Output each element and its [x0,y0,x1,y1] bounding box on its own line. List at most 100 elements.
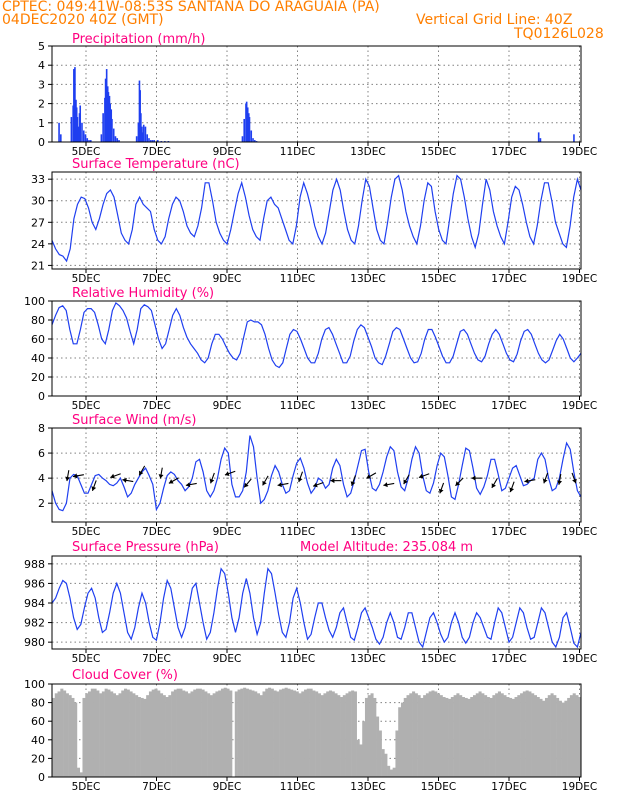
x-tick-label: 17DEC [491,526,526,538]
wind-arrow-head [158,474,164,479]
y-tick-label: 980 [24,636,45,649]
cloud-bar [143,698,147,777]
precip-bar [114,136,117,142]
cloud-bar [392,767,396,777]
cloud-bar [118,693,122,777]
header-station: CPTEC: 049:41W-08:53S SANTANA DO ARAGUAI… [2,0,380,15]
cloud-bar [76,767,80,777]
panel-title: Surface Pressure (hPa) [72,540,219,555]
cloud-bar [400,702,405,777]
cloud-bar [65,693,69,777]
wind-arrow-head [471,475,476,481]
cloud-bar [340,697,344,777]
wind-arrow-head [122,477,127,483]
plot-frame [51,555,582,650]
y-tick-label: 27 [31,216,45,229]
x-tick-label: 19DEC [562,146,597,158]
cloud-bar [362,721,366,777]
cloud-bar [234,691,238,777]
x-tick-label: 15DEC [421,273,456,285]
cloud-bar [226,688,230,777]
cloud-bar [140,697,144,777]
precip-bar [76,117,79,142]
cloud-bar [373,697,377,777]
x-tick-label: 5DEC [72,653,101,665]
cloud-bar [572,693,576,777]
cloud-bar [564,700,568,777]
y-tick-label: 20 [31,371,45,384]
cloud-bar [376,716,380,777]
cloud-bar [317,693,321,777]
cloud-bar [68,695,72,777]
cloud-bar [558,700,562,777]
y-tick-label: 40 [31,734,45,747]
series-line [51,567,582,649]
x-tick-label: 17DEC [491,781,526,793]
cloud-bar [425,693,429,777]
cloud-bar [262,691,266,777]
x-tick-label: 13DEC [350,273,385,285]
cloud-bar [486,697,490,777]
wind-arrow-head [224,471,230,476]
cloud-bar [251,690,255,777]
precip-bar [157,140,159,142]
cloud-bar [85,693,89,777]
cloud-bar [168,695,172,777]
cloud-bar [201,689,205,777]
x-tick-label: 13DEC [350,146,385,158]
cloud-bar [511,698,515,777]
precip-bar [245,101,248,142]
header-grid-note: Vertical Grid Line: 40Z [416,12,573,28]
wind-arrow-head [366,474,372,479]
precip-bar [109,103,111,142]
cloud-bar [96,690,100,777]
plot-frame [51,683,582,778]
wind-arrow-head [403,479,408,485]
cloud-bar [223,687,227,777]
cloud-bar [104,688,108,777]
series-line [51,174,582,263]
precip-bar [60,134,62,142]
cloud-bar [492,695,496,777]
y-tick-label: 6 [38,447,45,460]
cloud-bar [384,753,388,777]
x-tick-label: 9DEC [213,526,242,538]
x-tick-label: 5DEC [72,781,101,793]
cloud-bar [107,689,111,777]
precip-bar [86,138,89,142]
cloud-bar [315,691,319,777]
x-tick-label: 9DEC [213,653,242,665]
y-tick-label: 2 [38,497,45,510]
y-tick-label: 21 [31,259,45,272]
cloud-bar [345,693,349,777]
y-tick-label: 30 [31,195,45,208]
x-tick-label: 15DEC [421,400,456,412]
precip-bar [148,138,150,142]
cloud-bar [52,697,56,777]
y-tick-label: 8 [38,422,45,435]
cloud-bar [88,691,92,777]
cloud-bar [475,693,479,777]
cloud-bar [442,697,446,777]
x-tick-label: 11DEC [280,653,315,665]
x-tick-label: 11DEC [280,146,315,158]
cloud-bar [431,690,435,777]
cloud-bar [265,688,269,777]
cloud-bar [90,688,94,777]
cloud-bar [287,688,291,777]
cloud-bar [533,695,537,777]
precip-bar [100,134,103,142]
y-tick-label: 40 [31,352,45,365]
cloud-bar [63,690,67,777]
cloud-bar [578,697,582,777]
y-tick-label: 3 [38,78,45,91]
precip-bar [146,134,149,142]
cloud-bar [334,693,338,777]
cloud-bar [331,691,335,777]
cloud-bar [470,697,474,777]
cloud-bar [196,688,200,777]
wind-arrow-head [455,481,461,486]
cloud-bar [420,697,424,777]
cloud-bar [406,695,410,777]
precip-bar [105,69,108,142]
